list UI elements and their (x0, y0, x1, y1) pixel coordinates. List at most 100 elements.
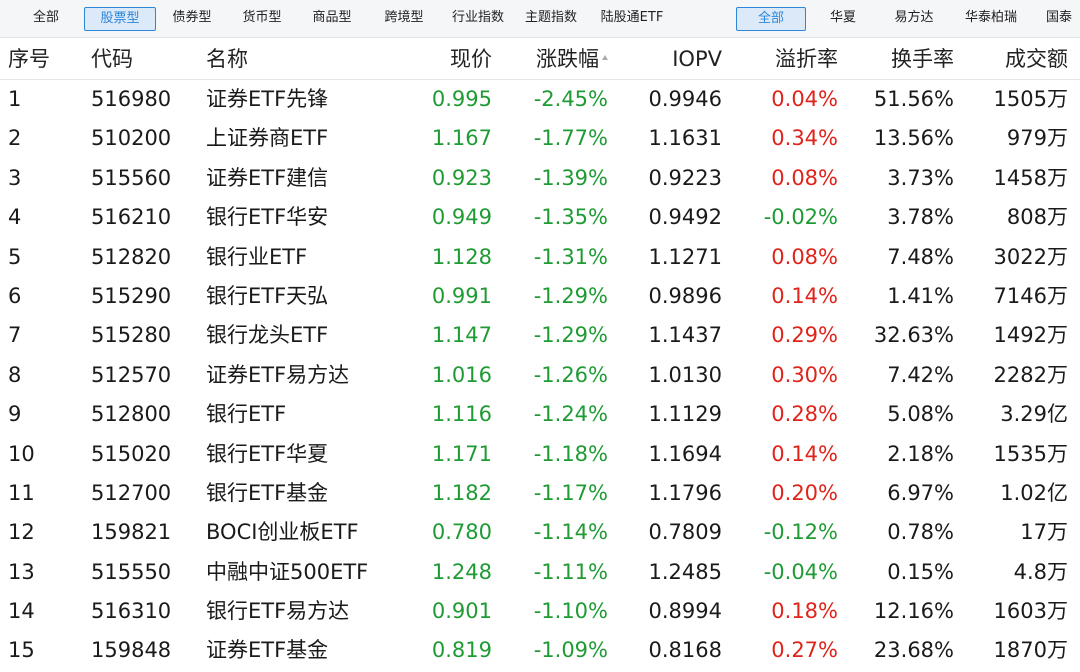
cell-iopv: 0.9492 (648, 205, 722, 230)
table-row[interactable]: 3 515560 证券ETF建信 0.923 -1.39% 0.9223 0.08% 3.73… (0, 159, 1080, 198)
cell-name: 证券ETF先锋 (206, 87, 329, 111)
cell-change: -1.26% (533, 362, 608, 387)
cell-change: -2.45% (533, 87, 608, 111)
cell-turnover: 3.78% (887, 205, 954, 230)
cell-index: 11 (8, 480, 35, 505)
cell-index: 2 (8, 126, 22, 151)
table-row[interactable]: 1 516980 证券ETF先锋 0.995 -2.45% 0.9946 0.04% 51.5… (0, 80, 1080, 119)
cell-iopv: 1.1437 (648, 323, 722, 348)
cell-premium: 0.14% (771, 283, 838, 308)
cell-iopv: 0.8994 (648, 599, 722, 624)
cell-volume: 1603万 (993, 599, 1068, 624)
col-price-header[interactable]: 现价 (450, 47, 492, 71)
cell-iopv: 0.9223 (648, 165, 722, 190)
cell-volume: 808万 (1006, 205, 1068, 230)
cell-turnover: 0.15% (887, 559, 954, 584)
cell-price: 1.128 (431, 244, 492, 269)
tab-bond[interactable]: 债券型 (172, 10, 212, 25)
table-header: 序号 代码 名称 现价 涨跌幅 IOPV 溢折率 换手率 成交额 (0, 38, 1080, 80)
col-change-header[interactable]: 涨跌幅 (496, 38, 608, 80)
cell-index: 14 (8, 599, 35, 624)
tab-stock-connect-etf[interactable]: 陆股通ETF (600, 10, 664, 25)
cell-premium: 0.04% (771, 87, 838, 111)
cell-premium: 0.14% (771, 441, 838, 466)
cell-change: -1.31% (533, 244, 608, 269)
cell-price: 1.171 (431, 441, 492, 466)
table-row[interactable]: 11 512700 银行ETF基金 1.182 -1.17% 1.1796 0.20% 6.9… (0, 474, 1080, 513)
cell-turnover: 2.18% (887, 441, 954, 466)
cell-volume: 1492万 (993, 323, 1068, 348)
col-name-header[interactable]: 名称 (206, 47, 248, 71)
cell-premium: 0.08% (771, 165, 838, 190)
cell-index: 4 (8, 205, 22, 230)
cell-premium: 0.29% (771, 323, 838, 348)
col-premium-header[interactable]: 溢折率 (775, 47, 838, 71)
table-row[interactable]: 6 515290 银行ETF天弘 0.991 -1.29% 0.9896 0.14% 1.41… (0, 277, 1080, 316)
fund-tab-guotai[interactable]: 国泰 (1045, 10, 1072, 25)
tab-money[interactable]: 货币型 (242, 10, 282, 25)
cell-iopv: 1.1271 (648, 244, 722, 269)
cell-turnover: 6.97% (887, 480, 954, 505)
cell-turnover: 7.42% (887, 362, 954, 387)
cell-change: -1.11% (533, 559, 608, 584)
cell-name: 银行业ETF (206, 244, 308, 269)
table-row[interactable]: 7 515280 银行龙头ETF 1.147 -1.29% 1.1437 0.29% 32.6… (0, 316, 1080, 355)
cell-change: -1.35% (533, 205, 608, 230)
tab-all[interactable]: 全部 (32, 10, 59, 25)
cell-iopv: 1.2485 (648, 559, 722, 584)
cell-code: 510200 (91, 126, 172, 151)
cell-index: 9 (8, 402, 22, 427)
col-iopv-header[interactable]: IOPV (672, 47, 722, 71)
table-row[interactable]: 9 512800 银行ETF 1.116 -1.24% 1.1129 0.28% 5.08% 3… (0, 395, 1080, 434)
tab-theme-index[interactable]: 主题指数 (524, 10, 577, 25)
fund-tab-all[interactable]: 全部 (736, 7, 806, 31)
cell-volume: 1505万 (993, 87, 1068, 111)
col-code-header[interactable]: 代码 (91, 47, 133, 71)
cell-index: 12 (8, 520, 35, 545)
cell-premium: 0.18% (771, 599, 838, 624)
table-row[interactable]: 13 515550 中融中证500ETF 1.248 -1.11% 1.2485 -0.04… (0, 553, 1080, 592)
cell-name: BOCI创业板ETF (206, 520, 359, 545)
cell-change: -1.24% (533, 402, 608, 427)
cell-iopv: 0.7809 (648, 520, 722, 545)
cell-name: 证券ETF易方达 (206, 362, 350, 387)
table-row[interactable]: 8 512570 证券ETF易方达 1.016 -1.26% 1.0130 0.30% 7.4… (0, 356, 1080, 395)
cell-name: 证券ETF基金 (206, 638, 329, 663)
table-row[interactable]: 12 159821 BOCI创业板ETF 0.780 -1.14% 0.7809 -0.12… (0, 513, 1080, 552)
cell-turnover: 0.78% (887, 520, 954, 545)
cell-volume: 7146万 (993, 283, 1068, 308)
col-index-header[interactable]: 序号 (8, 47, 50, 71)
cell-code: 515280 (91, 323, 172, 348)
cell-name: 上证券商ETF (206, 126, 329, 151)
col-turnover-header[interactable]: 换手率 (891, 47, 954, 71)
table-row[interactable]: 5 512820 银行业ETF 1.128 -1.31% 1.1271 0.08% 7.48%… (0, 238, 1080, 277)
col-volume-header[interactable]: 成交额 (1005, 47, 1068, 71)
cell-name: 银行ETF (206, 402, 287, 427)
table-row[interactable]: 2 510200 上证券商ETF 1.167 -1.77% 1.1631 0.34% 13.5… (0, 119, 1080, 158)
cell-price: 1.016 (431, 362, 492, 387)
cell-volume: 17万 (1020, 520, 1068, 545)
cell-index: 6 (8, 283, 22, 308)
cell-change: -1.09% (533, 638, 608, 663)
table-row[interactable]: 10 515020 银行ETF华夏 1.171 -1.18% 1.1694 0.14% 2.1… (0, 435, 1080, 474)
cell-premium: 0.08% (771, 244, 838, 269)
fund-tab-huaxia[interactable]: 华夏 (829, 10, 856, 25)
table-row[interactable]: 4 516210 银行ETF华安 0.949 -1.35% 0.9492 -0.02% 3.7… (0, 198, 1080, 237)
table-row[interactable]: 15 159848 证券ETF基金 0.819 -1.09% 0.8168 0.27% 23.… (0, 631, 1080, 670)
table-row[interactable]: 14 516310 银行ETF易方达 0.901 -1.10% 0.8994 0.18% 12… (0, 592, 1080, 631)
cell-change: -1.14% (533, 520, 608, 545)
fund-tab-huatai-pinebridge[interactable]: 华泰柏瑞 (964, 10, 1017, 25)
cell-iopv: 0.8168 (648, 638, 722, 663)
tab-stock[interactable]: 股票型 (84, 7, 156, 31)
tab-cross-border[interactable]: 跨境型 (384, 10, 424, 25)
cell-name: 证券ETF建信 (206, 165, 329, 190)
cell-name: 银行ETF天弘 (206, 283, 329, 308)
tab-industry-index[interactable]: 行业指数 (451, 10, 504, 25)
cell-change: -1.39% (533, 165, 608, 190)
cell-code: 515560 (91, 165, 172, 190)
tab-commodity[interactable]: 商品型 (312, 10, 352, 25)
cell-turnover: 1.41% (887, 283, 954, 308)
cell-code: 512700 (91, 480, 172, 505)
cell-turnover: 13.56% (873, 126, 954, 151)
fund-tab-efund[interactable]: 易方达 (894, 10, 934, 25)
